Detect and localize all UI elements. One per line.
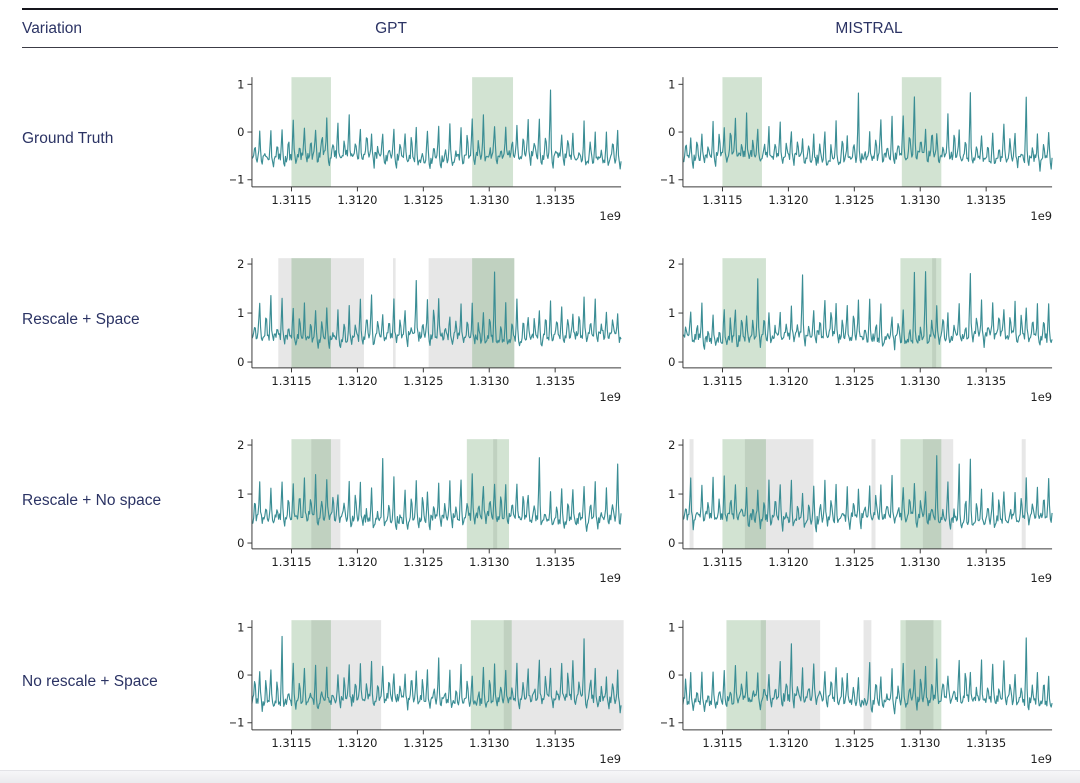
svg-text:1: 1 [237,620,244,634]
svg-text:0: 0 [668,668,675,682]
svg-text:1.3130: 1.3130 [469,736,509,750]
svg-text:1.3120: 1.3120 [768,736,808,750]
svg-text:1e9: 1e9 [1030,752,1052,766]
svg-text:1.3135: 1.3135 [966,374,1006,388]
svg-text:1.3130: 1.3130 [900,374,940,388]
svg-text:1e9: 1e9 [599,390,621,404]
chart-rescale-no-space-gpt: 0 1 2 1.3115 1.3120 1.3125 1.3130 1.3135 1e9 [237,438,622,585]
svg-text:1.3130: 1.3130 [469,374,509,388]
plots-container: −1 0 1 1.3115 1.3120 1.3125 1.3130 1.3135 1e9 −1… [222,48,1080,229]
svg-text:1.3120: 1.3120 [337,374,377,388]
svg-text:1: 1 [237,77,244,91]
svg-text:2: 2 [237,257,244,271]
column-header-variation: Variation [22,19,83,37]
row-label-rescale-no-space: Rescale + No space [22,491,162,509]
svg-text:1e9: 1e9 [1030,390,1052,404]
svg-text:1.3135: 1.3135 [535,736,575,750]
svg-text:1.3130: 1.3130 [469,193,509,207]
figure-row-rescale-space: Rescale + Space 0 1 2 1.3115 1.3120 1.3125 1.3… [0,229,1080,410]
svg-text:1.3130: 1.3130 [469,555,509,569]
svg-text:1.3115: 1.3115 [271,193,311,207]
svg-text:0: 0 [237,536,244,550]
svg-text:1e9: 1e9 [599,209,621,223]
svg-text:1.3125: 1.3125 [403,555,443,569]
svg-text:1: 1 [237,487,244,501]
svg-text:−1: −1 [230,173,244,187]
window-bottom-edge [0,770,1080,783]
svg-text:1.3115: 1.3115 [271,374,311,388]
svg-text:1.3120: 1.3120 [337,555,377,569]
svg-text:1.3130: 1.3130 [900,193,940,207]
column-header-mistral: MISTRAL [835,19,903,37]
svg-text:1: 1 [668,620,675,634]
svg-text:1.3115: 1.3115 [271,736,311,750]
chart-ground-truth-mistral: −1 0 1 1.3115 1.3120 1.3125 1.3130 1.3135 1e9 [661,77,1053,223]
svg-text:0: 0 [668,536,675,550]
svg-text:1.3115: 1.3115 [702,193,742,207]
figure-row-rescale-no-space: Rescale + No space 0 1 2 1.3115 1.3120 1.3125… [0,410,1080,591]
svg-text:1e9: 1e9 [599,571,621,585]
svg-text:1e9: 1e9 [1030,209,1052,223]
svg-text:1.3120: 1.3120 [768,555,808,569]
svg-text:1.3130: 1.3130 [900,736,940,750]
chart-rescale-no-space-mistral: 0 1 2 1.3115 1.3120 1.3125 1.3130 1.3135 1e9 [668,438,1053,585]
svg-text:0: 0 [237,668,244,682]
svg-text:1.3130: 1.3130 [900,555,940,569]
svg-text:1e9: 1e9 [599,752,621,766]
row-label-rescale-space: Rescale + Space [22,310,140,328]
svg-text:1.3135: 1.3135 [966,193,1006,207]
chart-rescale-space-mistral: 0 1 2 1.3115 1.3120 1.3125 1.3130 1.3135 1e9 [668,257,1053,404]
svg-text:2: 2 [237,438,244,452]
svg-text:1.3115: 1.3115 [702,736,742,750]
svg-text:1.3115: 1.3115 [271,555,311,569]
svg-text:2: 2 [668,438,675,452]
row-label-no-rescale-space: No rescale + Space [22,672,158,690]
chart-no-rescale-space-gpt: −1 0 1 1.3115 1.3120 1.3125 1.3130 1.3135 1e9 [230,620,624,766]
svg-text:1.3125: 1.3125 [403,193,443,207]
svg-text:1: 1 [668,306,675,320]
plots-container: −1 0 1 1.3115 1.3120 1.3125 1.3130 1.3135 1e9 −1… [222,591,1080,772]
svg-text:1.3125: 1.3125 [834,374,874,388]
svg-text:1: 1 [668,77,675,91]
svg-text:1.3125: 1.3125 [403,736,443,750]
svg-text:−1: −1 [230,716,244,730]
plots-container: 0 1 2 1.3115 1.3120 1.3125 1.3130 1.3135 1e9 0 1 2… [222,229,1080,410]
svg-text:1e9: 1e9 [1030,571,1052,585]
svg-text:0: 0 [668,125,675,139]
svg-text:1.3135: 1.3135 [535,193,575,207]
svg-text:1.3135: 1.3135 [966,555,1006,569]
svg-text:1.3135: 1.3135 [966,736,1006,750]
svg-text:1: 1 [668,487,675,501]
chart-rescale-space-gpt: 0 1 2 1.3115 1.3120 1.3125 1.3130 1.3135 1e9 [237,257,622,404]
svg-text:1.3120: 1.3120 [337,193,377,207]
svg-text:1.3120: 1.3120 [337,736,377,750]
svg-text:0: 0 [668,355,675,369]
figure-row-ground-truth: Ground Truth −1 0 1 1.3115 1.3120 1.3125 1.313… [0,48,1080,229]
svg-text:−1: −1 [661,173,675,187]
chart-no-rescale-space-mistral: −1 0 1 1.3115 1.3120 1.3125 1.3130 1.3135 1e9 [661,620,1053,766]
svg-text:2: 2 [668,257,675,271]
svg-text:1.3125: 1.3125 [834,555,874,569]
svg-text:1.3125: 1.3125 [403,374,443,388]
svg-text:1.3125: 1.3125 [834,736,874,750]
svg-text:1.3115: 1.3115 [702,374,742,388]
svg-text:1.3120: 1.3120 [768,193,808,207]
svg-text:0: 0 [237,355,244,369]
row-label-ground-truth: Ground Truth [22,129,114,147]
svg-text:1.3135: 1.3135 [535,374,575,388]
column-header-gpt: GPT [375,19,407,37]
svg-text:−1: −1 [661,716,675,730]
svg-text:0: 0 [237,125,244,139]
table-header: Variation GPT MISTRAL [22,8,1058,48]
svg-text:1.3115: 1.3115 [702,555,742,569]
plots-container: 0 1 2 1.3115 1.3120 1.3125 1.3130 1.3135 1e9 0 1 2… [222,410,1080,591]
figure-row-no-rescale-space: No rescale + Space −1 0 1 1.3115 1.3120 1.312… [0,591,1080,772]
svg-text:1.3135: 1.3135 [535,555,575,569]
svg-text:1.3125: 1.3125 [834,193,874,207]
chart-ground-truth-gpt: −1 0 1 1.3115 1.3120 1.3125 1.3130 1.3135 1e9 [230,77,622,223]
svg-text:1.3120: 1.3120 [768,374,808,388]
svg-text:1: 1 [237,306,244,320]
